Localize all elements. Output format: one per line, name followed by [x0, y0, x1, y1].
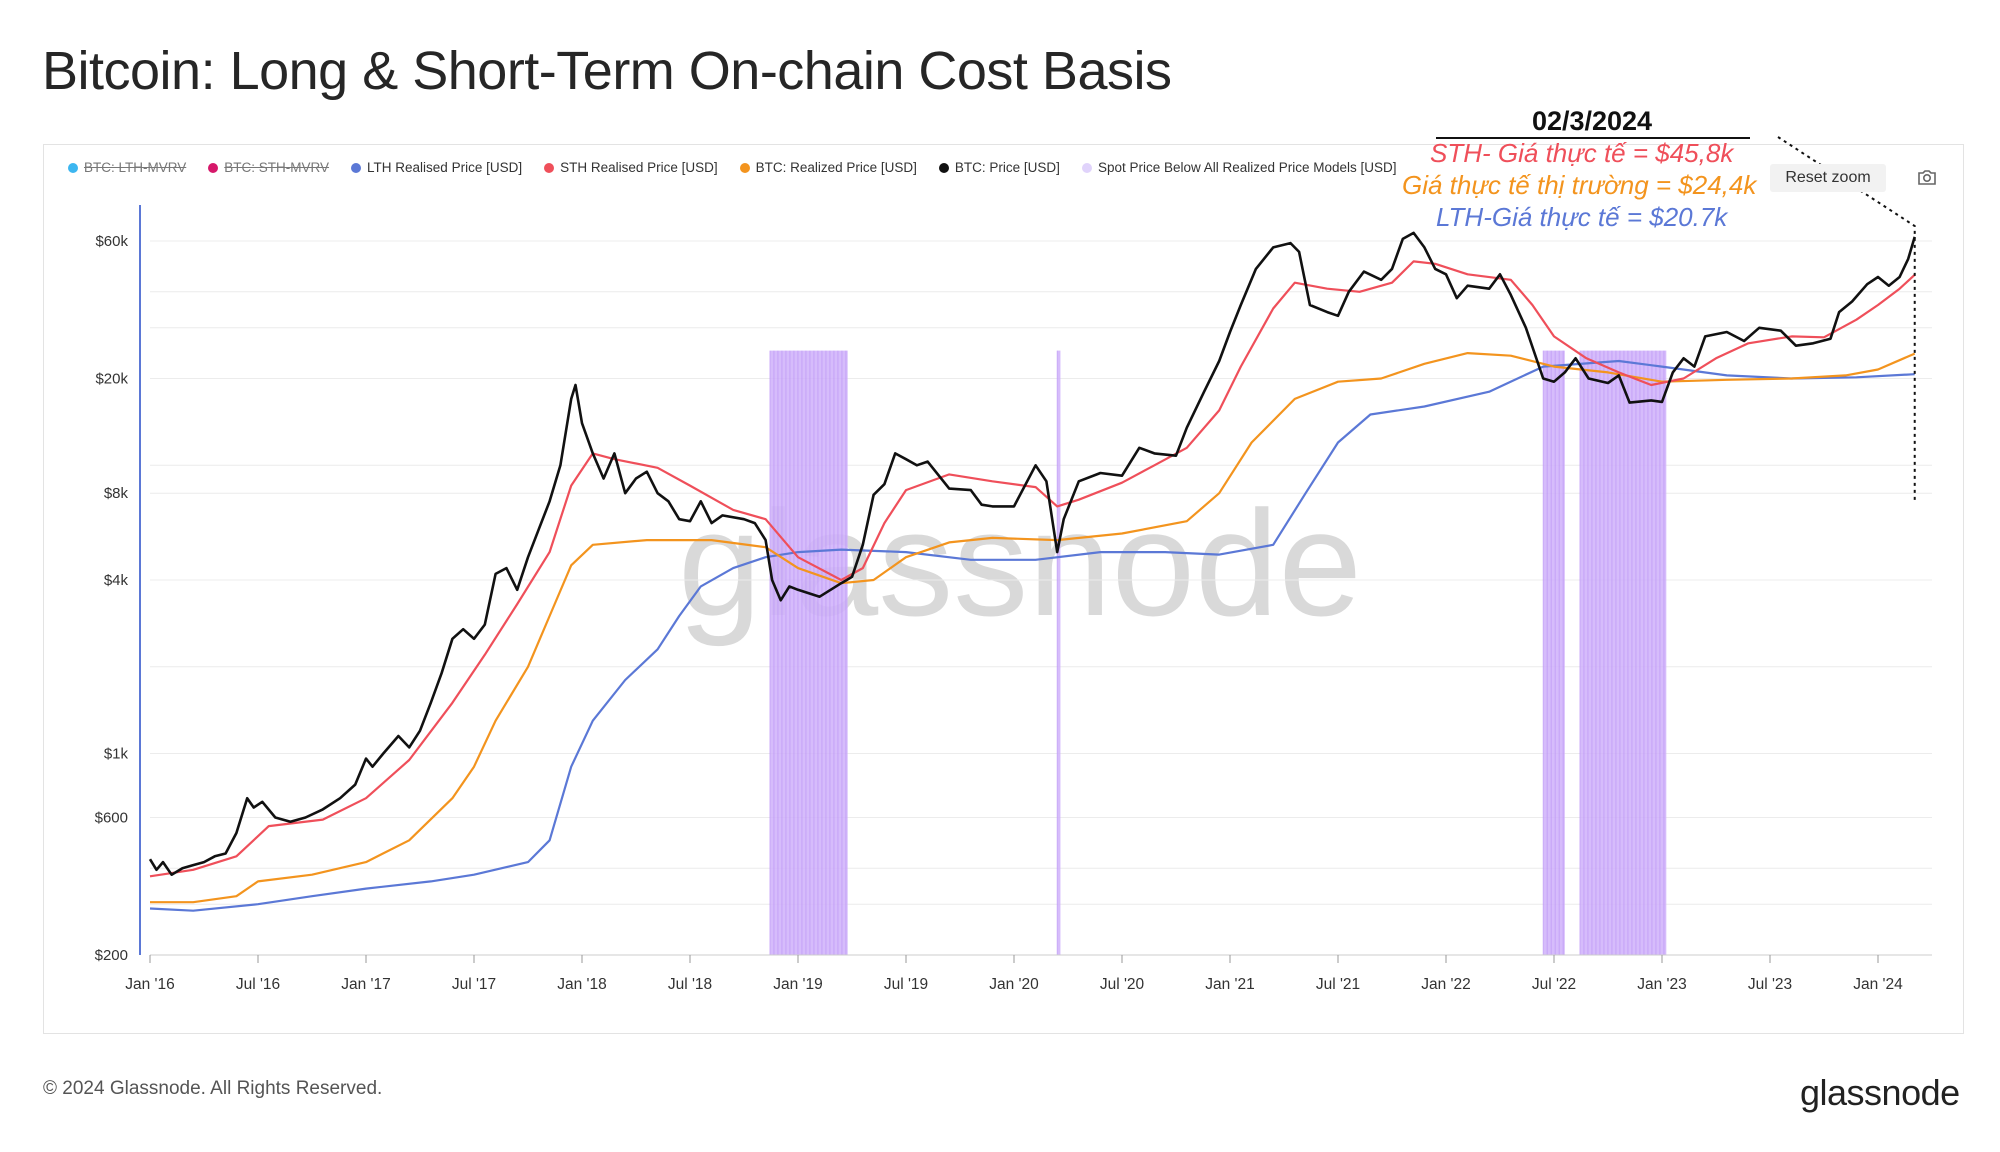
legend-label: BTC: STH-MVRV: [224, 160, 330, 175]
legend-item-btc-price[interactable]: BTC: Price [USD]: [938, 160, 1060, 175]
legend-dot-icon: [208, 162, 219, 173]
x-tick-label: Jul '18: [668, 976, 712, 993]
annotation-date: 02/3/2024: [1531, 106, 1653, 136]
annotation-realized: Giá thực tế thị trường = $24,4k: [1402, 170, 1757, 200]
x-tick-label: Jul '23: [1748, 976, 1792, 993]
x-tick-label: Jan '24: [1853, 976, 1903, 993]
legend-item-sth-realised-price[interactable]: STH Realised Price [USD]: [544, 160, 718, 175]
x-tick-label: Jan '18: [557, 976, 607, 993]
x-tick-label: Jul '20: [1100, 976, 1145, 993]
legend-label: BTC: LTH-MVRV: [84, 160, 187, 175]
x-tick-label: Jan '16: [125, 976, 175, 993]
legend-label: BTC: Realized Price [USD]: [755, 160, 917, 175]
legend-dot-icon: [938, 162, 949, 173]
y-tick-label: $4k: [104, 572, 129, 589]
legend-item-realized-price[interactable]: BTC: Realized Price [USD]: [739, 160, 917, 175]
legend: BTC: LTH-MVRV BTC: STH-MVRV LTH Realised…: [68, 160, 1419, 175]
x-tick-label: Jan '20: [989, 976, 1039, 993]
x-tick-label: Jan '22: [1421, 976, 1471, 993]
y-tick-label: $600: [95, 809, 128, 826]
shaded-region: [1579, 350, 1667, 956]
legend-item-lth-mvrv[interactable]: BTC: LTH-MVRV: [68, 160, 186, 175]
y-tick-label: $60k: [95, 233, 128, 250]
annotation-sth: STH- Giá thực tế = $45,8k: [1430, 138, 1734, 168]
x-tick-label: Jul '22: [1532, 976, 1576, 993]
series-line-lth-realised-price-usd-: [149, 359, 1915, 912]
x-tick-label: Jan '19: [773, 976, 823, 993]
x-tick-label: Jan '17: [341, 976, 391, 993]
x-tick-label: Jul '21: [1316, 976, 1360, 993]
copyright: © 2024 Glassnode. All Rights Reserved.: [43, 1078, 383, 1099]
shaded-region: [1057, 350, 1061, 956]
series-line-btc-realized-price-usd-: [150, 352, 1916, 904]
legend-dot-icon: [739, 162, 750, 173]
brand-logo[interactable]: glassnode: [1800, 1072, 1960, 1113]
x-tick-label: Jan '21: [1205, 976, 1255, 993]
reset-zoom-button[interactable]: Reset zoom: [1770, 164, 1886, 192]
annotation-guide: [1777, 136, 1916, 500]
legend-dot-icon: [68, 162, 78, 173]
x-tick-label: Jan '23: [1637, 976, 1687, 993]
camera-icon[interactable]: [1916, 166, 1938, 188]
legend-label: Spot Price Below All Realized Price Mode…: [1097, 160, 1397, 175]
legend-label: BTC: Price [USD]: [954, 160, 1060, 175]
legend-dot-icon: [544, 162, 555, 173]
legend-dot-icon: [1081, 162, 1092, 173]
series-line-sth-realised-price-usd-: [149, 260, 1916, 878]
y-tick-label: $200: [95, 947, 128, 964]
x-tick-label: Jul '17: [452, 976, 496, 993]
y-tick-label: $1k: [104, 746, 129, 763]
legend-item-spot-below[interactable]: Spot Price Below All Realized Price Mode…: [1081, 160, 1397, 175]
legend-label: LTH Realised Price [USD]: [367, 160, 523, 175]
page-title: Bitcoin: Long & Short-Term On-chain Cost…: [42, 41, 1172, 101]
y-tick-label: $20k: [95, 371, 128, 388]
annotation-lth: LTH-Giá thực tế = $20.7k: [1436, 202, 1728, 232]
chart-frame: [43, 144, 1964, 1034]
legend-item-sth-mvrv[interactable]: BTC: STH-MVRV: [208, 160, 329, 175]
legend-item-lth-realised-price[interactable]: LTH Realised Price [USD]: [351, 160, 522, 175]
legend-label: STH Realised Price [USD]: [560, 160, 718, 175]
series-line-btc-price-usd-: [148, 231, 1916, 876]
x-tick-label: Jul '16: [236, 976, 280, 993]
annotation-underline: [1436, 137, 1750, 139]
y-tick-label: $8k: [104, 485, 129, 502]
x-tick-label: Jul '19: [884, 976, 928, 993]
shaded-region: [1543, 350, 1565, 956]
shaded-region: [769, 350, 848, 956]
legend-dot-icon: [351, 162, 362, 173]
